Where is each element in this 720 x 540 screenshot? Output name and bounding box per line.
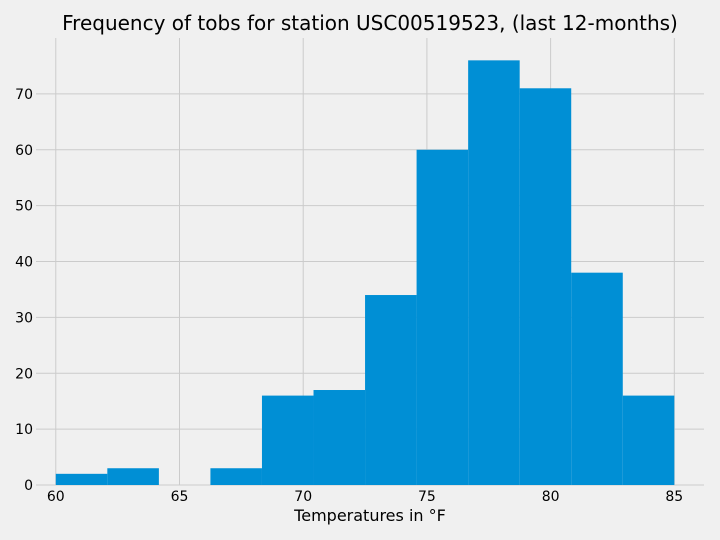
x-tick-labels: 60 65 70 75 80 85 <box>47 489 683 505</box>
chart-title: Frequency of tobs for station USC0051952… <box>62 11 678 35</box>
histogram-bar <box>107 468 159 485</box>
y-tick-label: 50 <box>15 199 33 215</box>
y-tick-labels: 0 10 20 30 40 50 60 70 <box>15 87 33 494</box>
y-tick-label: 40 <box>15 255 33 271</box>
y-tick-label: 30 <box>15 310 33 326</box>
histogram-bar <box>261 395 314 485</box>
histogram-bar <box>55 473 108 485</box>
x-tick-label: 65 <box>171 489 189 505</box>
x-tick-label: 70 <box>294 489 312 505</box>
y-tick-label: 10 <box>15 422 33 438</box>
y-tick-label: 60 <box>15 143 33 159</box>
y-tick-label: 20 <box>15 366 33 382</box>
histogram-bar <box>210 468 262 485</box>
y-tick-label: 0 <box>24 478 33 494</box>
x-axis-label: Temperatures in °F <box>293 506 446 525</box>
y-tick-label: 70 <box>15 87 33 103</box>
x-tick-label: 85 <box>665 489 683 505</box>
histogram-bar <box>622 395 675 485</box>
histogram-bar <box>468 60 520 485</box>
histogram-bar <box>519 88 572 485</box>
x-tick-label: 60 <box>47 489 65 505</box>
histogram-bar <box>313 390 366 485</box>
histogram-bar <box>571 272 623 485</box>
histogram-bar <box>416 149 469 485</box>
histogram-bar <box>365 295 417 485</box>
x-tick-label: 80 <box>542 489 560 505</box>
x-tick-label: 75 <box>418 489 436 505</box>
histogram-bars <box>55 60 675 485</box>
